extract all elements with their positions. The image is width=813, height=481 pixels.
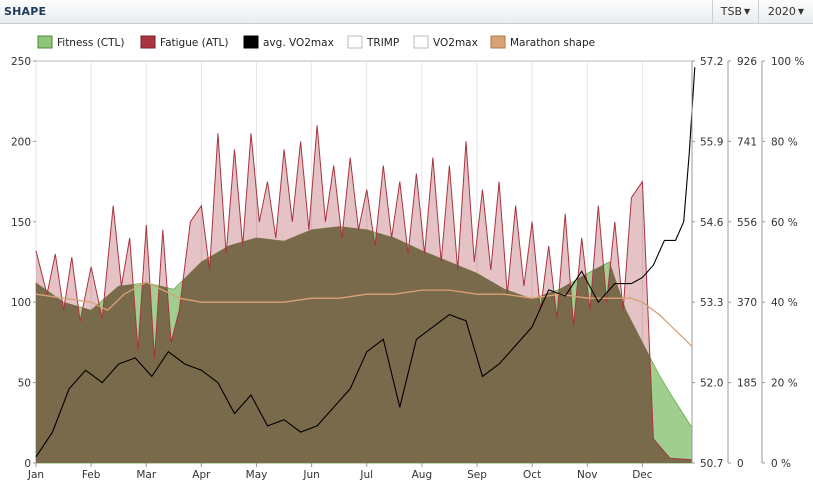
chart-header-bar: SHAPE TSB ▼ 2020 ▼ [0, 0, 813, 24]
legend-label: TRIMP [366, 37, 399, 49]
legend-swatch [413, 35, 429, 49]
x-tick-label: Oct [523, 469, 541, 481]
x-tick-label: Jun [302, 469, 319, 481]
y-left-tick-label: 250 [11, 56, 31, 68]
x-tick-label: Sep [467, 469, 487, 481]
legend-label: Fitness (CTL) [57, 37, 125, 49]
y-left-tick-label: 50 [18, 378, 31, 390]
shape-chart: 0 50 100 150 200 250 Jan Feb Mar Apr May Jun Jul Aug S… [11, 33, 804, 481]
x-tick-label: Jan [27, 469, 44, 481]
chevron-down-icon: ▼ [797, 7, 805, 16]
year-dropdown-label: 2020 [767, 5, 796, 18]
x-tick-label: May [246, 469, 268, 481]
x-tick-label: Dec [632, 469, 653, 481]
y-trimp-tick-label: 741 [737, 136, 757, 148]
legend-label: avg. VO2max [263, 37, 334, 49]
chevron-down-icon: ▼ [744, 7, 751, 16]
legend-swatch [347, 35, 363, 49]
y-trimp-tick-label: 370 [737, 297, 757, 309]
y-percent-tick-label: 40 % [771, 297, 798, 309]
y-percent-tick-label: 80 % [771, 136, 798, 148]
y-trimp-tick-label: 926 [737, 56, 757, 68]
x-tick-label: Nov [577, 469, 598, 481]
y-vo2-tick-label: 57.2 [700, 56, 723, 68]
legend-swatch [490, 35, 506, 49]
y-left-tick-label: 200 [11, 136, 31, 148]
legend-label: Fatigue (ATL) [160, 37, 229, 49]
x-tick-label: Jul [359, 469, 373, 481]
legend-swatch [37, 35, 53, 49]
x-tick-label: Feb [82, 469, 101, 481]
y-trimp-tick-label: 556 [737, 217, 757, 229]
marathon-shape-line [35, 281, 693, 347]
y-vo2-tick-label: 52.0 [700, 378, 723, 390]
x-tick-label: Mar [136, 469, 156, 481]
y-left-tick-label: 100 [11, 297, 31, 309]
y-left-tick-label: 0 [24, 458, 31, 470]
legend-box [34, 33, 608, 51]
y-left-tick-label: 150 [11, 217, 31, 229]
chart-title: SHAPE [4, 5, 47, 18]
y-trimp-tick-label: 185 [737, 378, 757, 390]
tsb-dropdown[interactable]: TSB ▼ [712, 0, 758, 23]
y-vo2-tick-label: 53.3 [700, 297, 723, 309]
y-percent-tick-label: 20 % [771, 378, 798, 390]
y-percent-tick-label: 100 % [771, 56, 804, 68]
legend-label: VO2max [433, 37, 478, 49]
y-trimp-tick-label: 0 [737, 458, 744, 470]
y-percent-tick-label: 0 % [771, 458, 791, 470]
y-vo2-tick-label: 50.7 [700, 458, 723, 470]
avg-vo2max-line [35, 67, 696, 458]
x-tick-label: Aug [412, 469, 433, 481]
legend-label: Marathon shape [510, 37, 595, 49]
tsb-dropdown-label: TSB [720, 5, 743, 18]
legend-swatch [243, 35, 259, 49]
y-vo2-tick-label: 54.6 [700, 217, 724, 229]
x-tick-label: Apr [192, 469, 211, 481]
y-percent-tick-label: 60 % [771, 217, 798, 229]
fatigue-line [35, 125, 693, 461]
year-dropdown[interactable]: 2020 ▼ [758, 0, 813, 23]
y-vo2-tick-label: 55.9 [700, 136, 723, 148]
legend-swatch [140, 35, 156, 49]
